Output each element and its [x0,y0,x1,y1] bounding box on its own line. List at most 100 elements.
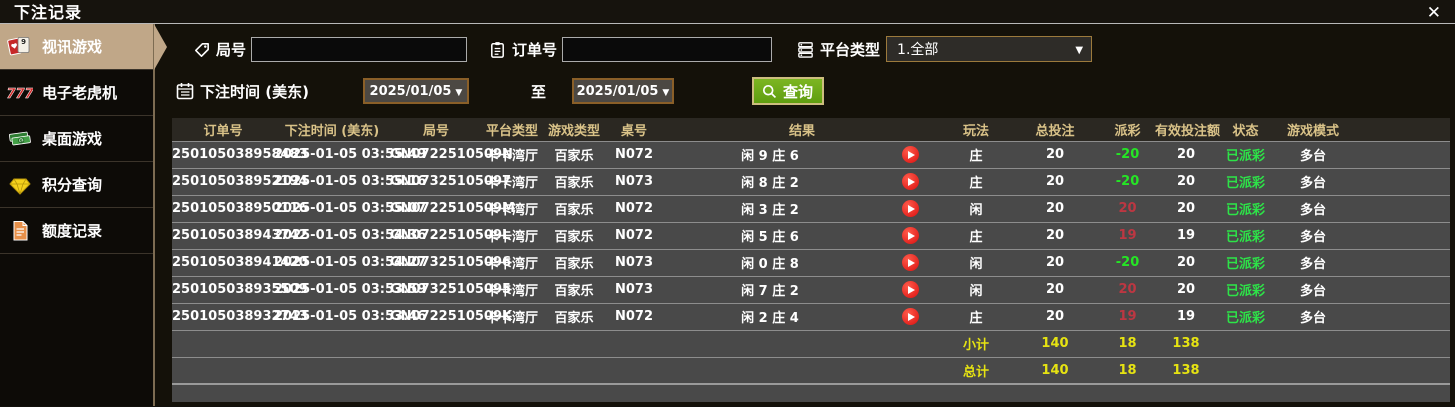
col-header-3: 平台类型 [482,118,542,141]
col-header-11: 状态 [1217,118,1274,141]
money-icon: $ [7,127,33,151]
platform-type-label: 平台类型 [820,40,881,59]
cell-payout: -20 [1100,167,1155,195]
cell-empty [542,356,606,384]
cell-platform: 卡卡湾厅 [482,275,542,303]
replay-play-icon[interactable] [901,173,919,190]
col-header-9: 派彩 [1100,118,1155,141]
cell-play-method: 庄 [942,302,1010,330]
replay-play-icon[interactable] [901,227,919,244]
cell-total-bet: 20 [1010,167,1100,195]
empty-tail-row [172,383,1450,402]
col-header-4: 游戏类型 [542,118,606,141]
record-row-0: 250105038958483 2025-01-05 03:55:49 GN0722… [172,140,1450,168]
result-text: 闲 3 庄 2 [741,203,799,218]
cell-empty [274,356,390,384]
subtotal-label: 小计 [942,329,1010,357]
cell-payout: 20 [1100,194,1155,222]
cell-round: GN07325105095 [390,275,511,303]
records-table-wrap: 订单号 下注时间 (美东) 局号 平台类型 游戏类型 桌号 结果 玩法 总投注 派彩 有效投注额 状态… [172,118,1450,402]
cell-payout: 19 [1100,221,1155,249]
cell-table-no: N072 [606,194,662,222]
cell-time: 2025-01-05 03:53:59 [274,275,426,303]
cell-filler [1352,167,1450,195]
cell-filler [1352,248,1450,276]
cell-valid-bet: 20 [1155,194,1217,222]
query-button[interactable]: 查询 [751,77,824,105]
cell-order: 250105038958483 [172,140,308,168]
round-number-input[interactable] [251,36,468,62]
cell-empty [172,356,274,384]
main-panel: 局号 订单号 平台类型 1.全部 [155,24,1455,406]
cell-round: GN0722510509L [390,221,510,249]
sidebar-item-3[interactable]: 积分查询 [0,162,153,208]
clipboard-icon [487,39,507,59]
cell-table-no: N072 [606,302,662,330]
grand-total-total-bet: 140 [1010,356,1100,384]
record-row-1: 250105038952194 2025-01-05 03:55:16 GN0732… [172,167,1450,195]
cell-order: 250105038941420 [172,248,308,276]
cell-total-bet: 20 [1010,221,1100,249]
cell-total-bet: 20 [1010,275,1100,303]
date-from-picker[interactable]: 2025/01/05 [362,78,469,104]
sidebar-item-label: 积分查询 [42,176,103,194]
cell-table-no: N073 [606,248,662,276]
date-to-picker[interactable]: 2025/01/05 [571,78,674,104]
cell-game-type: 百家乐 [542,167,606,195]
cell-status: 已派彩 [1217,194,1274,222]
cell-result: 闲 9 庄 6 [662,140,942,168]
replay-play-icon[interactable] [901,308,919,325]
cell-status: 已派彩 [1217,221,1274,249]
bet-time-label-group: 下注时间 (美东) [175,81,309,102]
cell-result: 闲 3 庄 2 [662,194,942,222]
sidebar-item-0[interactable]: 9 视讯游戏 [0,24,167,70]
sidebar-item-label: 视讯游戏 [42,38,103,56]
col-header-5: 桌号 [606,118,662,141]
cell-time: 2025-01-05 03:54:36 [274,221,426,249]
cell-game-mode: 多台 [1274,140,1352,168]
cell-order: 250105038950116 [172,194,308,222]
cell-empty [542,329,606,357]
sidebar-item-1[interactable]: 777 电子老虎机 [0,70,153,116]
sidebar-item-2[interactable]: $ 桌面游戏 [0,116,153,162]
cell-play-method: 庄 [942,167,1010,195]
replay-play-icon[interactable] [901,254,919,271]
replay-play-icon[interactable] [901,200,919,217]
cell-play-method: 闲 [942,275,1010,303]
chevron-down-icon [662,84,669,99]
order-number-input[interactable] [562,36,773,62]
cell-table-no: N072 [606,140,662,168]
result-text: 闲 2 庄 4 [741,311,799,326]
svg-text:9: 9 [21,38,26,46]
cell-result: 闲 2 庄 4 [662,302,942,330]
cell-valid-bet: 20 [1155,167,1217,195]
cell-payout: -20 [1100,248,1155,276]
cell-round: GN07325105097 [390,167,511,195]
app-body: 9 视讯游戏 777 电子老虎机 $ 桌面游戏 积分查询 额度记录 局号 订单号 [0,24,1455,406]
platform-type-select[interactable]: 1.全部 [886,36,1093,62]
cell-empty [482,356,542,384]
cell-empty [1217,356,1274,384]
cell-play-method: 庄 [942,140,1010,168]
sidebar-item-4[interactable]: 额度记录 [0,208,153,254]
cell-result: 闲 7 庄 2 [662,275,942,303]
replay-play-icon[interactable] [901,281,919,298]
record-row-6: 250105038932743 2025-01-05 03:53:46 GN0722… [172,302,1450,330]
play-slot [878,227,942,244]
order-number-label: 订单号 [512,40,558,59]
list-icon [795,39,815,59]
cell-order: 250105038943742 [172,221,308,249]
cell-game-mode: 多台 [1274,302,1352,330]
subtotal-valid-bet: 138 [1155,329,1217,357]
cell-empty [662,329,942,357]
cell-empty [172,329,274,357]
cell-play-method: 闲 [942,248,1010,276]
cell-filler [1352,275,1450,303]
cell-order: 250105038935509 [172,275,308,303]
bet-time-label: 下注时间 (美东) [200,82,309,101]
close-icon[interactable]: ✕ [1426,3,1441,23]
search-icon [760,81,780,101]
cell-result: 闲 5 庄 6 [662,221,942,249]
subtotal-row: 小计 140 18 138 [172,329,1450,357]
replay-play-icon[interactable] [901,146,919,163]
